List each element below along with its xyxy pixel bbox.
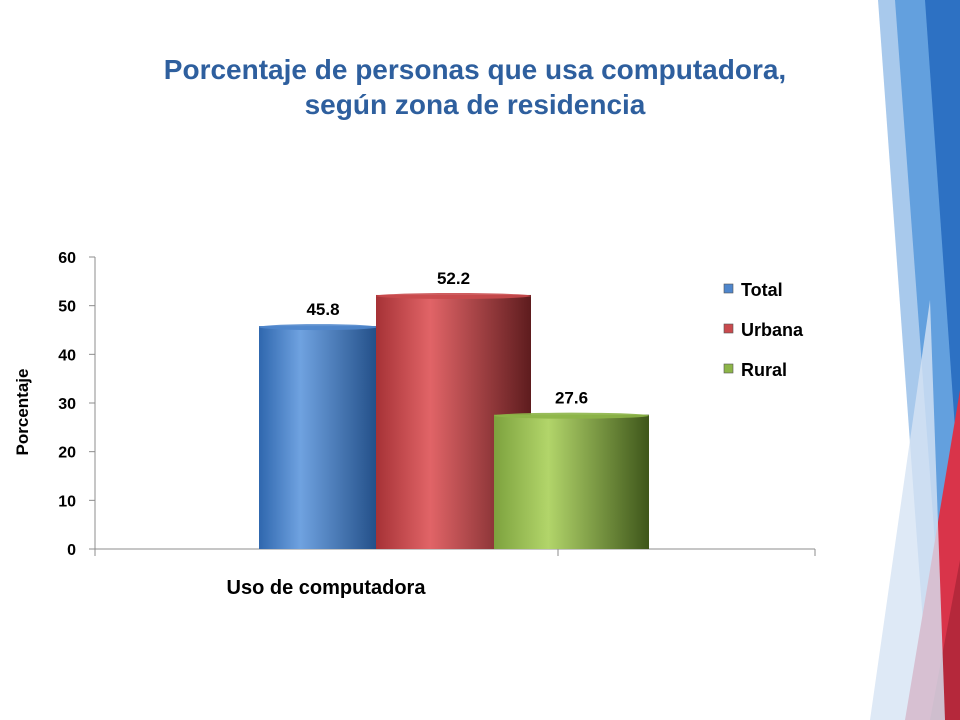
y-tick-label: 50 bbox=[58, 299, 76, 316]
chart-title-line1: Porcentaje de personas que usa computado… bbox=[163, 54, 787, 85]
y-tick-label: 60 bbox=[58, 250, 76, 267]
y-axis-label: Porcentaje bbox=[13, 369, 32, 456]
legend-label-total: Total bbox=[741, 280, 783, 300]
chart-title-line2: según zona de residencia bbox=[304, 89, 646, 120]
bar-urbana-top bbox=[376, 292, 531, 299]
bar-total bbox=[259, 326, 377, 549]
legend-swatch-rural bbox=[723, 363, 734, 374]
data-label-rural: 27.6 bbox=[555, 389, 588, 408]
legend-swatch-total bbox=[723, 283, 734, 294]
legend-label-urbana: Urbana bbox=[741, 320, 804, 340]
y-tick-label: 30 bbox=[58, 396, 76, 413]
data-label-total: 45.8 bbox=[306, 300, 339, 319]
bar-rural bbox=[494, 414, 649, 549]
y-tick-label: 20 bbox=[58, 445, 76, 462]
chart-title: Porcentaje de personas que usa computado… bbox=[60, 52, 890, 122]
x-axis-label: Uso de computadora bbox=[227, 577, 427, 599]
data-label-urbana: 52.2 bbox=[437, 269, 470, 288]
bar-rural-top bbox=[494, 412, 649, 419]
bar-total-top bbox=[259, 324, 377, 331]
legend-swatch-urbana bbox=[723, 323, 734, 334]
y-tick-label: 0 bbox=[67, 542, 76, 559]
y-tick-label: 10 bbox=[58, 493, 76, 510]
legend-label-rural: Rural bbox=[741, 360, 787, 380]
y-tick-label: 40 bbox=[58, 347, 76, 364]
